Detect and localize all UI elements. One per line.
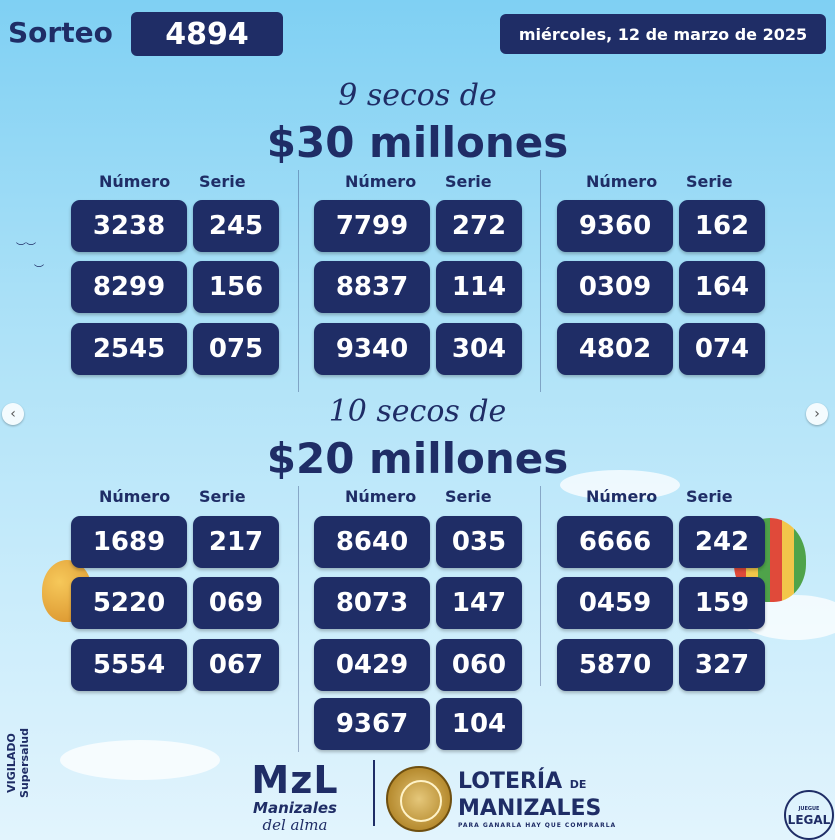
section1-subtitle: 9 secos de: [338, 78, 497, 113]
cloud-decoration: [60, 740, 220, 780]
mzl-logo-subtitle: Manizales: [253, 799, 337, 817]
column-header-numero: Número: [586, 172, 658, 191]
draw-date: miércoles, 12 de marzo de 2025: [500, 14, 826, 54]
column-header-serie: Serie: [686, 172, 733, 191]
legal-label: LEGAL: [787, 813, 831, 827]
column-divider: [540, 170, 541, 392]
result-numero: 7799: [314, 200, 430, 252]
section2-subtitle: 10 secos de: [328, 394, 507, 429]
loteria-de-manizales-logo: LOTERÍA DE MANIZALES PARA GANARLA HAY QU…: [458, 770, 616, 831]
result-numero: 6666: [557, 516, 673, 568]
result-numero: 8299: [71, 261, 187, 313]
result-serie: 217: [193, 516, 279, 568]
result-numero: 9340: [314, 323, 430, 375]
result-numero: 0309: [557, 261, 673, 313]
loteria-manizales-word: MANIZALES: [458, 796, 602, 821]
result-numero: 1689: [71, 516, 187, 568]
previous-slide-icon[interactable]: ‹: [2, 403, 24, 425]
loteria-de-word: DE: [569, 778, 587, 791]
juegue-legal-badge: JUEGUE LEGAL: [784, 790, 834, 840]
sorteo-number: 4894: [131, 12, 283, 56]
sorteo-label: Sorteo: [8, 16, 113, 49]
result-serie: 075: [193, 323, 279, 375]
result-numero: 5554: [71, 639, 187, 691]
column-divider: [298, 170, 299, 392]
column-header-numero: Número: [586, 487, 658, 506]
result-numero: 5220: [71, 577, 187, 629]
result-serie: 304: [436, 323, 522, 375]
result-serie: 114: [436, 261, 522, 313]
column-header-numero: Número: [99, 487, 171, 506]
result-numero: 2545: [71, 323, 187, 375]
column-header-serie: Serie: [199, 172, 246, 191]
column-header-numero: Número: [345, 487, 417, 506]
footer-divider: [373, 760, 375, 826]
mzl-logo-text: MzL: [251, 758, 339, 802]
result-serie: 164: [679, 261, 765, 313]
result-serie: 147: [436, 577, 522, 629]
section2-amount: $20 millones: [266, 434, 569, 483]
result-numero: 9367: [314, 698, 430, 750]
result-serie: 242: [679, 516, 765, 568]
result-serie: 069: [193, 577, 279, 629]
result-numero: 0429: [314, 639, 430, 691]
result-numero: 8640: [314, 516, 430, 568]
result-serie: 074: [679, 323, 765, 375]
result-serie: 245: [193, 200, 279, 252]
loteria-seal-icon: [386, 766, 452, 832]
loteria-word: LOTERÍA: [458, 769, 563, 794]
result-serie: 035: [436, 516, 522, 568]
column-divider: [540, 486, 541, 686]
result-serie: 162: [679, 200, 765, 252]
column-header-serie: Serie: [445, 172, 492, 191]
column-header-serie: Serie: [445, 487, 492, 506]
column-header-serie: Serie: [199, 487, 246, 506]
result-numero: 0459: [557, 577, 673, 629]
column-divider: [298, 486, 299, 752]
cloud-decoration: [560, 470, 680, 500]
result-serie: 272: [436, 200, 522, 252]
column-header-numero: Número: [99, 172, 171, 191]
mzl-logo: MzL Manizales del alma: [240, 760, 350, 834]
juegue-label: JUEGUE: [798, 806, 820, 812]
bird-icon: ︶︶: [16, 243, 36, 254]
vigilado-supersalud-label: VIGILADO Supersalud: [5, 728, 31, 798]
section1-amount: $30 millones: [266, 118, 569, 167]
column-header-numero: Número: [345, 172, 417, 191]
result-numero: 9360: [557, 200, 673, 252]
result-numero: 8837: [314, 261, 430, 313]
result-serie: 159: [679, 577, 765, 629]
result-numero: 4802: [557, 323, 673, 375]
result-serie: 067: [193, 639, 279, 691]
result-numero: 8073: [314, 577, 430, 629]
mzl-logo-tagline: del alma: [262, 816, 328, 834]
result-numero: 5870: [557, 639, 673, 691]
result-serie: 060: [436, 639, 522, 691]
loteria-tagline: PARA GANARLA HAY QUE COMPRARLA: [458, 822, 617, 829]
result-serie: 156: [193, 261, 279, 313]
column-header-serie: Serie: [686, 487, 733, 506]
result-serie: 104: [436, 698, 522, 750]
result-numero: 3238: [71, 200, 187, 252]
bird-icon: ︶: [34, 265, 44, 276]
result-serie: 327: [679, 639, 765, 691]
next-slide-icon[interactable]: ›: [806, 403, 828, 425]
